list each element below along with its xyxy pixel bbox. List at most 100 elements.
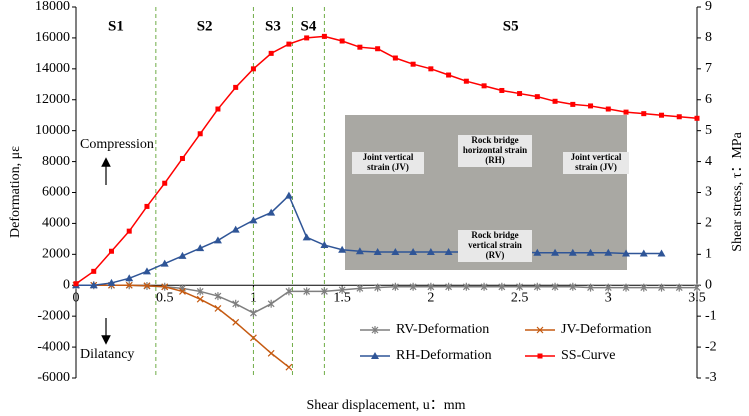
x-tick-label: 2.5 — [511, 290, 529, 305]
inset-label: Rock bridge vertical strain (RV) — [458, 230, 532, 262]
marker — [533, 248, 542, 256]
y-tick-label: 6000 — [42, 185, 70, 200]
marker — [551, 282, 559, 291]
marker — [623, 109, 629, 115]
legend-marker — [536, 326, 544, 334]
marker — [162, 180, 168, 186]
marker — [533, 282, 541, 291]
marker — [267, 208, 276, 216]
marker — [161, 283, 169, 291]
stage-label: S3 — [265, 18, 281, 34]
y2-tick-label: 5 — [705, 123, 712, 138]
marker — [446, 72, 452, 78]
marker — [178, 251, 187, 259]
x-tick-label: 0.5 — [156, 290, 174, 305]
marker — [357, 44, 363, 50]
marker — [480, 282, 488, 291]
marker — [409, 282, 417, 291]
marker — [534, 94, 540, 100]
marker — [144, 203, 150, 209]
legend-label: JV-Deformation — [561, 322, 651, 337]
marker — [338, 245, 347, 253]
y-tick-label: 10000 — [35, 123, 70, 138]
marker — [91, 268, 97, 274]
y-tick-label: 8000 — [42, 154, 70, 169]
marker — [586, 248, 595, 256]
marker — [231, 225, 240, 233]
y2-tick-label: -3 — [705, 370, 717, 385]
series-line — [76, 194, 662, 286]
legend-marker — [371, 326, 379, 334]
inset-label: Joint vertical strain (JV) — [352, 152, 424, 174]
marker — [570, 101, 576, 107]
marker — [250, 66, 256, 72]
marker — [302, 233, 311, 241]
marker — [481, 83, 487, 89]
marker — [444, 248, 453, 256]
marker — [604, 248, 613, 256]
marker — [267, 299, 275, 308]
y-tick-label: -4000 — [37, 339, 70, 354]
marker — [285, 287, 293, 296]
y-tick-label: 14000 — [35, 61, 70, 76]
marker — [89, 281, 98, 289]
marker — [108, 248, 114, 254]
y2-tick-label: 2 — [705, 216, 712, 231]
marker — [676, 114, 682, 120]
marker — [196, 244, 205, 252]
y2-tick-label: 1 — [705, 247, 712, 262]
y2-tick-label: 7 — [705, 61, 712, 76]
marker — [356, 284, 364, 293]
x-tick-label: 0 — [73, 290, 80, 305]
stage-label: S2 — [197, 18, 213, 34]
marker — [657, 249, 666, 257]
marker — [499, 87, 505, 93]
marker — [391, 282, 399, 291]
marker — [568, 248, 577, 256]
y2-axis-title: Shear stress, τ：MPa — [730, 131, 745, 251]
marker — [409, 248, 418, 256]
marker — [160, 259, 169, 267]
y-axis-title: Deformation, με — [8, 146, 23, 238]
marker — [339, 38, 345, 44]
marker — [268, 50, 274, 56]
x-tick-label: 3 — [605, 290, 612, 305]
marker — [304, 35, 310, 41]
marker — [196, 287, 204, 296]
marker — [587, 283, 594, 292]
marker — [338, 285, 346, 294]
marker — [320, 287, 328, 296]
marker — [428, 66, 434, 72]
marker — [249, 216, 258, 224]
y2-tick-label: 3 — [705, 185, 712, 200]
marker — [142, 267, 151, 275]
marker — [375, 46, 381, 52]
marker — [125, 274, 134, 282]
x-tick-label: 2 — [427, 290, 434, 305]
y-tick-label: -6000 — [37, 370, 70, 385]
legend-label: RH-Deformation — [396, 348, 492, 363]
marker — [374, 283, 382, 292]
marker — [693, 283, 701, 292]
legend-label: RV-Deformation — [396, 322, 489, 337]
marker — [641, 111, 647, 117]
series-line — [76, 284, 697, 314]
marker — [214, 292, 222, 301]
marker — [196, 295, 204, 303]
marker — [659, 112, 665, 118]
y-tick-label: 0 — [63, 277, 70, 292]
y2-tick-label: 0 — [705, 277, 712, 292]
legend-marker — [537, 353, 543, 359]
y-tick-label: 18000 — [35, 0, 70, 14]
marker — [445, 282, 453, 291]
y-tick-label: -2000 — [37, 308, 70, 323]
y2-tick-label: 4 — [705, 154, 712, 169]
marker — [213, 236, 222, 244]
marker — [373, 248, 382, 256]
marker — [214, 305, 222, 312]
annotation: Compression — [80, 137, 154, 152]
marker — [233, 84, 239, 90]
marker — [126, 228, 132, 234]
